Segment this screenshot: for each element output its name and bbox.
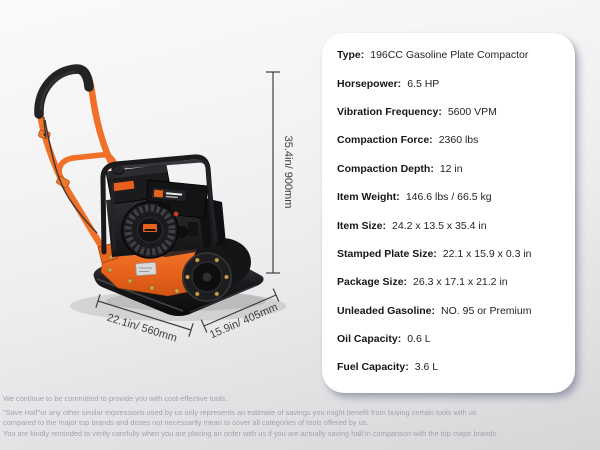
spec-value: 2360 lbs xyxy=(438,134,479,147)
spec-row: Unleaded Gasoline: NO. 95 or Premium xyxy=(337,297,567,325)
spec-value: 5600 VPM xyxy=(447,105,497,118)
spec-label: Horsepower: xyxy=(337,77,402,90)
spec-value: 6.5 HP xyxy=(407,77,440,90)
name-plate xyxy=(135,262,157,276)
spec-label: Oil Capacity: xyxy=(337,333,402,346)
roll-cage xyxy=(100,154,218,255)
spec-value: 196CC Gasoline Plate Compactor xyxy=(370,49,529,62)
spec-label: Unleaded Gasoline: xyxy=(337,304,436,317)
spec-value: 0.6 L xyxy=(407,333,431,346)
spec-row: Item Size: 24.2 x 13.5 x 35.4 in xyxy=(337,211,567,239)
spec-row: Vibration Frequency: 5600 VPM xyxy=(337,98,567,126)
spec-label: Compaction Depth: xyxy=(337,162,434,175)
spec-value: 22.1 x 15.9 x 0.3 in xyxy=(442,247,532,260)
spec-row: Stamped Plate Size: 22.1 x 15.9 x 0.3 in xyxy=(337,240,567,268)
spec-label: Compaction Force: xyxy=(337,134,433,147)
choke-lever xyxy=(173,211,179,217)
spec-label: Item Weight: xyxy=(337,191,400,204)
spec-value: 12 in xyxy=(439,162,463,175)
spec-value: 24.2 x 13.5 x 35.4 in xyxy=(392,219,487,232)
spec-label: Stamped Plate Size: xyxy=(337,247,437,260)
spec-value: 26.3 x 17.1 x 21.2 in xyxy=(413,276,508,289)
spec-row: Item Weight: 146.6 lbs / 66.5 kg xyxy=(337,183,567,211)
spec-label: Fuel Capacity: xyxy=(337,361,409,374)
spec-row: Type: 196CC Gasoline Plate Compactor xyxy=(337,41,567,69)
spec-card: Type: 196CC Gasoline Plate Compactor Hors… xyxy=(322,33,575,393)
disclaimer-text: We continue to be committed to provide y… xyxy=(3,394,598,439)
handle-lower-loop xyxy=(56,152,119,184)
exciter-bolts xyxy=(185,257,229,297)
spec-row: Fuel Capacity: 3.6 L xyxy=(337,353,567,381)
spec-row: Oil Capacity: 0.6 L xyxy=(337,325,567,353)
spec-label: Type: xyxy=(337,49,365,62)
height-dimension-label: 35.4in/ 900mm xyxy=(282,136,294,209)
spec-label: Package Size: xyxy=(337,276,408,289)
engine xyxy=(105,164,226,259)
spec-value: 146.6 lbs / 66.5 kg xyxy=(405,191,492,204)
spec-row: Package Size: 26.3 x 17.1 x 21.2 in xyxy=(337,268,567,296)
spec-value: 3.6 L xyxy=(414,361,439,374)
spec-value: NO. 95 or Premium xyxy=(441,304,532,317)
exciter-assembly xyxy=(182,238,251,302)
disclaimer-line: You are kindly reminded to verify carefu… xyxy=(3,428,499,438)
disclaimer-line: compared to the major top brands and dos… xyxy=(3,418,369,428)
starter-pull-handle xyxy=(157,201,172,209)
spec-row: Compaction Depth: 12 in xyxy=(337,155,567,183)
spec-row: Horsepower: 6.5 HP xyxy=(337,69,567,97)
spec-label: Item Size: xyxy=(337,219,387,232)
disclaimer-line: "Save Half"or any other similar expressi… xyxy=(3,407,477,417)
throttle-cable xyxy=(43,116,98,234)
spec-row: Compaction Force: 2360 lbs xyxy=(337,126,567,154)
foam-grip xyxy=(34,64,94,119)
spec-label: Vibration Frequency: xyxy=(337,105,442,118)
disclaimer-line: We continue to be committed to provide y… xyxy=(3,394,228,403)
